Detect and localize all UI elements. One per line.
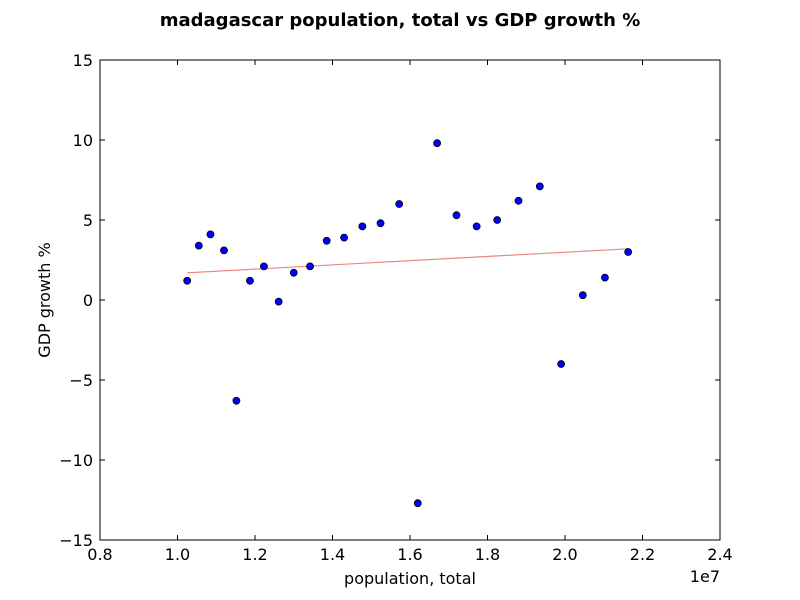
x-tick-label: 2.0 <box>552 545 577 564</box>
data-point-20 <box>514 196 523 205</box>
x-axis-offset-label: 1e7 <box>690 567 720 586</box>
data-point-9 <box>306 262 314 271</box>
x-tick-label: 1.0 <box>165 545 190 564</box>
data-point-10 <box>322 236 331 245</box>
data-point-12 <box>358 222 367 231</box>
data-point-7 <box>274 297 283 306</box>
x-tick-label: 1.2 <box>242 545 267 564</box>
data-point-3 <box>220 246 228 255</box>
x-tick-label: 0.8 <box>87 545 112 564</box>
y-axis-label: GDP growth % <box>35 242 54 357</box>
data-point-22 <box>557 360 566 368</box>
y-tick-label: −5 <box>69 371 93 390</box>
data-point-24 <box>601 273 609 282</box>
data-point-25 <box>624 248 633 256</box>
y-tick-label: −10 <box>59 451 93 470</box>
x-tick-label: 2.2 <box>630 545 655 564</box>
y-tick-label: −15 <box>59 531 93 550</box>
data-point-16 <box>433 139 442 148</box>
plot-frame <box>99 59 721 541</box>
data-point-6 <box>260 262 268 271</box>
x-tick-label: 1.8 <box>475 545 500 564</box>
x-tick-label: 1.4 <box>320 545 345 564</box>
x-axis-label: population, total <box>344 569 476 588</box>
data-point-19 <box>493 216 502 224</box>
data-point-21 <box>535 182 544 191</box>
data-point-4 <box>232 396 241 405</box>
data-point-15 <box>413 499 422 508</box>
data-point-14 <box>395 200 404 208</box>
data-point-17 <box>452 211 461 220</box>
trendline-layer <box>187 248 629 274</box>
data-point-23 <box>578 291 587 300</box>
y-tick-label: 15 <box>73 51 93 70</box>
data-point-11 <box>340 233 349 242</box>
y-tick-label: 5 <box>83 211 93 230</box>
trendline <box>187 248 629 274</box>
chart-title: madagascar population, total vs GDP grow… <box>160 10 641 31</box>
x-tick-label: 2.4 <box>707 545 732 564</box>
data-point-13 <box>376 219 385 228</box>
data-point-2 <box>206 230 215 239</box>
y-tick-label: 10 <box>73 131 93 150</box>
data-point-1 <box>194 241 203 250</box>
data-point-0 <box>183 276 192 285</box>
data-point-8 <box>289 268 298 277</box>
data-point-18 <box>472 222 481 231</box>
y-tick-label: 0 <box>83 291 93 310</box>
ticks-layer: 0.8 1.0 1.2 1.4 1.6 1.8 2.0 2.2 2.4 −15 −10 −5 0 5 10 1… <box>59 51 732 564</box>
points-layer <box>183 139 633 508</box>
data-point-5 <box>246 276 254 285</box>
x-tick-label: 1.6 <box>397 545 422 564</box>
